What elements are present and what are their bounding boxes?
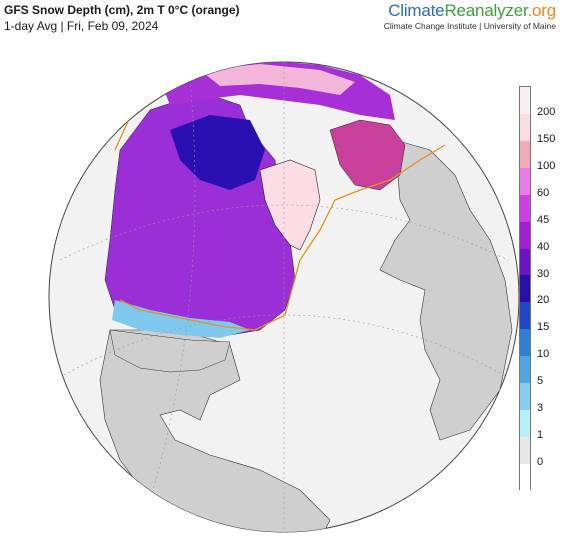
legend-label: 100 [537,160,555,172]
legend-label: 40 [537,241,549,253]
legend-swatch [520,329,530,356]
legend-label: 30 [537,268,549,280]
legend-swatch [520,222,530,249]
legend-colorbar [519,86,531,490]
legend-swatch [520,168,530,195]
legend-swatch [520,87,530,114]
legend-swatch [520,356,530,383]
legend-swatch [520,464,530,491]
legend-swatch [520,437,530,464]
legend-swatch [520,141,530,168]
legend-swatch [520,275,530,302]
legend-label: 150 [537,133,555,145]
brand-climate: Climate [388,1,444,20]
legend-label: 20 [537,294,549,306]
map-subtitle: 1-day Avg | Fri, Feb 09, 2024 [4,19,158,33]
brand-logo[interactable]: ClimateReanalyzer.org [388,1,556,21]
legend-label: 10 [537,348,549,360]
legend-label: 45 [537,214,549,226]
legend-label: 200 [537,106,555,118]
map-title: GFS Snow Depth (cm), 2m T 0°C (orange) [4,3,239,17]
legend-label: 5 [537,375,543,387]
legend-label: 60 [537,187,549,199]
brand-org: .org [528,1,557,20]
legend-swatch [520,410,530,437]
legend-label: 1 [537,429,543,441]
legend-swatch [520,249,530,276]
brand-affiliation: Climate Change Institute | University of… [384,21,556,31]
legend-swatch [520,114,530,141]
legend-label: 15 [537,321,549,333]
legend-swatch [520,302,530,329]
legend-label: 3 [537,402,543,414]
legend-swatch [520,195,530,222]
brand-reanalyzer: Reanalyzer [444,1,527,20]
legend-swatch [520,383,530,410]
legend-label: 0 [537,456,543,468]
